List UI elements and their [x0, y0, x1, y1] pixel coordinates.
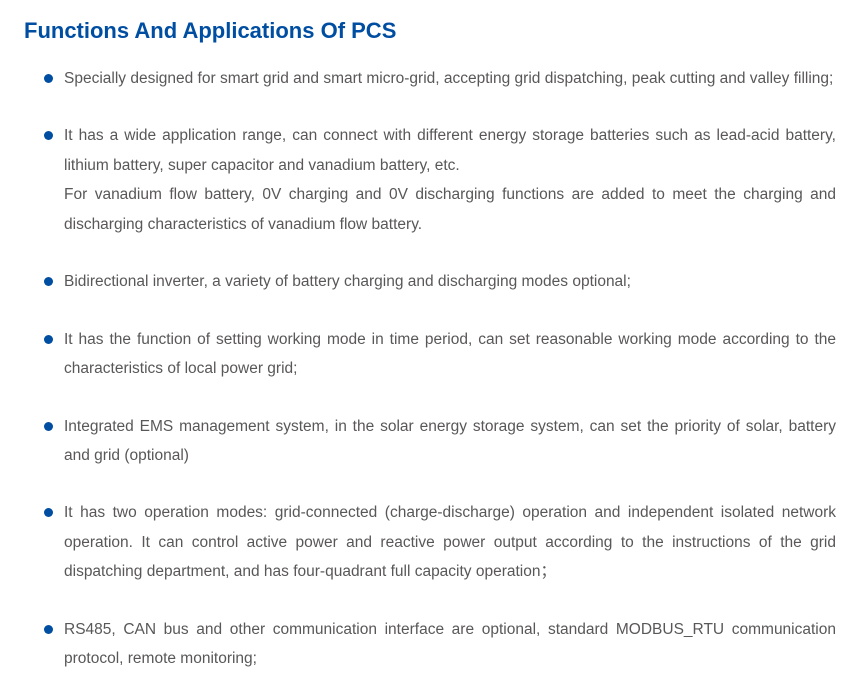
list-item: It has the function of setting working m… [44, 325, 836, 384]
list-item: RS485, CAN bus and other communication i… [44, 615, 836, 674]
list-item: Bidirectional inverter, a variety of bat… [44, 267, 836, 296]
list-item: It has a wide application range, can con… [44, 121, 836, 239]
list-item-text: It has a wide application range, can con… [64, 121, 836, 180]
list-item: Specially designed for smart grid and sm… [44, 64, 836, 93]
list-item-text: Bidirectional inverter, a variety of bat… [64, 267, 836, 296]
list-item: It has two operation modes: grid-connect… [44, 498, 836, 586]
page-title: Functions And Applications Of PCS [24, 18, 836, 44]
list-item-text: It has the function of setting working m… [64, 325, 836, 384]
list-item-text: For vanadium flow battery, 0V charging a… [64, 180, 836, 239]
list-item: Integrated EMS management system, in the… [44, 412, 836, 471]
bullet-list: Specially designed for smart grid and sm… [24, 64, 836, 674]
list-item-text: Specially designed for smart grid and sm… [64, 64, 836, 93]
list-item-text: It has two operation modes: grid-connect… [64, 498, 836, 586]
list-item-text: RS485, CAN bus and other communication i… [64, 615, 836, 674]
list-item-text: Integrated EMS management system, in the… [64, 412, 836, 471]
